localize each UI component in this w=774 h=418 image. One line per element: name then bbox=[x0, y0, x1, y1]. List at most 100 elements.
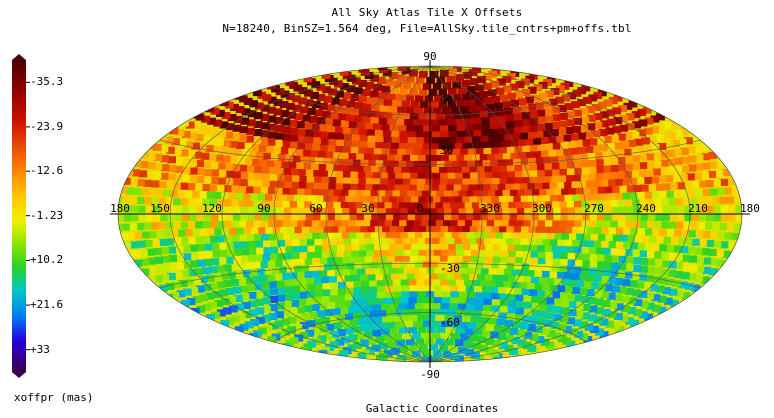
sky-cell bbox=[481, 122, 490, 130]
sky-cell bbox=[267, 213, 277, 221]
sky-cell bbox=[180, 206, 190, 214]
sky-cell bbox=[320, 316, 330, 324]
x-axis-label: Galactic Coordinates bbox=[365, 402, 499, 415]
sky-cell bbox=[237, 220, 247, 228]
sky-cell bbox=[448, 129, 457, 137]
sky-cell bbox=[173, 174, 183, 182]
sky-cell bbox=[344, 225, 353, 233]
sky-cell bbox=[456, 123, 465, 131]
sky-cell bbox=[435, 313, 445, 321]
colorbar-segment bbox=[12, 148, 26, 152]
sky-cell bbox=[658, 277, 668, 285]
colorbar-segment bbox=[12, 93, 26, 97]
sky-cell bbox=[435, 207, 445, 215]
sky-cell bbox=[704, 180, 714, 188]
sky-cell bbox=[405, 272, 415, 280]
sky-cell bbox=[544, 213, 554, 221]
sky-cell bbox=[154, 230, 164, 238]
sky-cell bbox=[642, 106, 652, 114]
sky-cell bbox=[438, 307, 447, 315]
sky-cell bbox=[369, 165, 379, 173]
sky-cell bbox=[675, 206, 685, 214]
sky-cell bbox=[496, 158, 506, 166]
sky-cell bbox=[401, 171, 411, 179]
sky-cell bbox=[587, 314, 597, 322]
sky-cell bbox=[296, 135, 306, 143]
sky-cell bbox=[629, 147, 639, 155]
sky-cell bbox=[512, 176, 522, 184]
sky-cell bbox=[352, 311, 362, 319]
sky-cell bbox=[352, 286, 362, 294]
sky-cell bbox=[232, 124, 242, 132]
sky-cell bbox=[237, 234, 247, 242]
sky-cell bbox=[573, 213, 583, 221]
sky-cell bbox=[193, 151, 203, 159]
sky-cell bbox=[406, 207, 415, 215]
sky-cell bbox=[490, 146, 499, 154]
sky-cell bbox=[466, 147, 476, 155]
sky-cell bbox=[516, 231, 525, 239]
sky-cell bbox=[441, 266, 451, 274]
sky-cell bbox=[491, 95, 501, 103]
sky-cell bbox=[543, 79, 552, 87]
sky-cell bbox=[429, 272, 438, 280]
sky-cell bbox=[366, 96, 375, 104]
sky-cell bbox=[618, 286, 627, 294]
sky-cell bbox=[281, 232, 291, 240]
sky-cell bbox=[668, 288, 678, 296]
sky-cell bbox=[366, 134, 376, 142]
sky-cell bbox=[236, 313, 246, 321]
sky-cell bbox=[489, 285, 498, 293]
sky-cell bbox=[408, 284, 418, 292]
sky-cell bbox=[373, 195, 382, 203]
sky-cell bbox=[479, 134, 489, 142]
longitude-tick-label: 270 bbox=[584, 202, 604, 215]
sky-cell bbox=[512, 126, 522, 134]
sky-cell bbox=[355, 332, 365, 340]
sky-cell bbox=[621, 279, 631, 287]
sky-cell bbox=[297, 175, 307, 183]
sky-cell bbox=[392, 165, 402, 173]
sky-cell bbox=[446, 118, 456, 126]
sky-cell bbox=[623, 271, 633, 279]
sky-cell bbox=[274, 125, 284, 133]
sky-cell bbox=[444, 183, 454, 191]
sky-cell bbox=[544, 206, 554, 214]
sky-cell bbox=[416, 296, 425, 304]
sky-cell bbox=[280, 110, 290, 118]
sky-cell bbox=[298, 87, 308, 95]
sky-cell bbox=[628, 280, 638, 288]
sky-cell bbox=[538, 81, 548, 89]
sky-cell bbox=[199, 294, 208, 302]
sky-cell bbox=[443, 94, 453, 102]
sky-cell bbox=[246, 254, 256, 262]
sky-cell bbox=[586, 152, 596, 160]
sky-cell bbox=[376, 231, 386, 239]
sky-cell bbox=[329, 194, 338, 202]
sky-cell bbox=[334, 176, 344, 184]
sky-cell bbox=[431, 124, 440, 132]
sky-cell bbox=[602, 136, 612, 144]
sky-cell bbox=[138, 170, 148, 178]
sky-cell bbox=[479, 279, 488, 287]
sky-cell bbox=[523, 188, 532, 196]
sky-cell bbox=[294, 148, 304, 156]
sky-cell bbox=[502, 280, 512, 288]
sky-cell bbox=[637, 273, 647, 281]
sky-cell bbox=[615, 325, 625, 333]
sky-cell bbox=[548, 225, 558, 233]
sky-cell bbox=[243, 142, 252, 150]
sky-cell bbox=[194, 236, 204, 244]
sky-cell bbox=[304, 89, 313, 97]
sky-cell bbox=[412, 159, 422, 167]
sky-cell bbox=[296, 142, 305, 150]
sky-cell bbox=[631, 249, 640, 257]
sky-cell bbox=[282, 180, 292, 188]
sky-cell bbox=[494, 231, 503, 239]
sky-cell bbox=[369, 213, 379, 221]
colorbar-segment bbox=[12, 156, 26, 160]
sky-cell bbox=[687, 273, 697, 281]
sky-cell bbox=[229, 199, 239, 207]
sky-cell bbox=[261, 173, 270, 181]
sky-cell bbox=[259, 260, 268, 268]
